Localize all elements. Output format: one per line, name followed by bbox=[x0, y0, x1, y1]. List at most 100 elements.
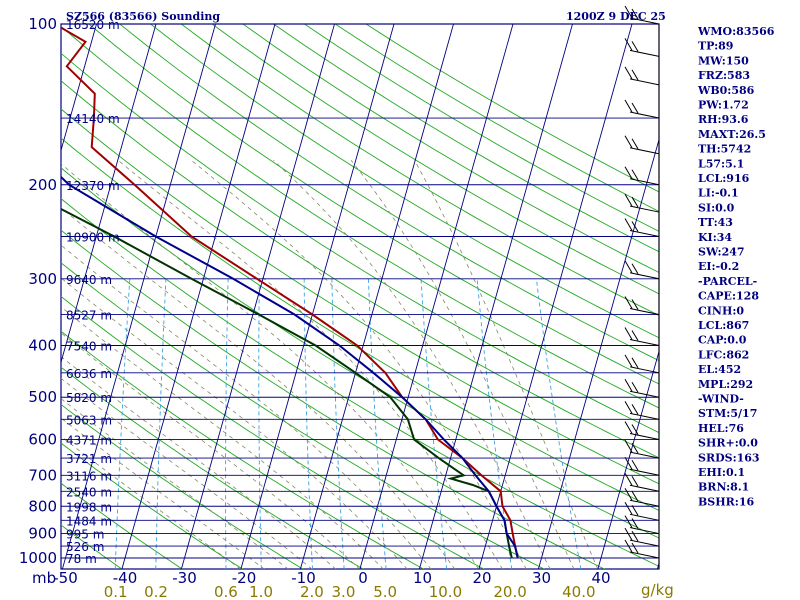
pressure-label: 400 bbox=[28, 337, 57, 355]
wind-barb bbox=[624, 502, 660, 521]
barb-feather bbox=[624, 260, 633, 274]
index-item: KI:34 bbox=[698, 231, 732, 244]
moist-adiabat bbox=[61, 306, 384, 569]
barb-shaft bbox=[629, 468, 660, 476]
mixing-ratio-label: 0.2 bbox=[144, 583, 168, 600]
barb-shaft bbox=[629, 308, 660, 316]
barb-feather bbox=[631, 490, 639, 502]
barb-feather bbox=[624, 66, 633, 80]
index-item: EHI:0.1 bbox=[698, 466, 745, 479]
mixing-ratio-lines bbox=[114, 278, 582, 569]
isotherm-line bbox=[61, 24, 97, 153]
height-label: 1484 m bbox=[66, 514, 112, 528]
dry-adiabat bbox=[61, 80, 659, 459]
mixing-ratio-unit: g/kg bbox=[641, 581, 674, 599]
wind-barb bbox=[624, 421, 660, 441]
index-item: BSHR:16 bbox=[698, 495, 754, 508]
barb-shaft bbox=[629, 78, 660, 86]
temperature-label: 0 bbox=[358, 569, 368, 587]
barb-shaft bbox=[629, 551, 660, 559]
pressure-label: 1000 bbox=[19, 549, 57, 567]
temperature-label: -30 bbox=[172, 569, 197, 587]
height-label: 5063 m bbox=[66, 413, 112, 427]
barb-shaft bbox=[629, 339, 660, 346]
pressure-label: 200 bbox=[28, 176, 57, 194]
isotherm-line bbox=[240, 24, 395, 569]
barb-feather bbox=[631, 505, 639, 516]
isotherm-line bbox=[359, 24, 514, 569]
temperature-label: 40 bbox=[591, 569, 610, 587]
dry-adiabat bbox=[61, 366, 364, 569]
wind-barb bbox=[624, 473, 660, 492]
index-item: SI:0.0 bbox=[698, 201, 735, 214]
height-labels: 16520 m 14140 m 12370 m 10900 m 9640 m 8527 m… bbox=[66, 18, 120, 566]
pressure-label: 500 bbox=[28, 388, 57, 406]
mixing-ratio-line bbox=[114, 278, 131, 569]
barb-feather bbox=[624, 193, 633, 207]
temperature-label: -10 bbox=[291, 569, 316, 587]
isotherm-line bbox=[478, 24, 633, 569]
dry-adiabat bbox=[61, 52, 659, 434]
index-item: TT:43 bbox=[698, 216, 733, 229]
mixing-ratio-label: 3.0 bbox=[332, 583, 356, 600]
barb-feather bbox=[624, 296, 633, 309]
barb-shaft bbox=[629, 527, 660, 535]
wind-barb bbox=[624, 487, 660, 507]
sounding-series-0 bbox=[61, 26, 519, 559]
height-label: 3116 m bbox=[66, 469, 112, 483]
mixing-ratio-label: 5.0 bbox=[373, 583, 397, 600]
barb-feather bbox=[624, 421, 633, 434]
mixing-ratio-label: 10.0 bbox=[429, 583, 462, 600]
barb-feather bbox=[631, 518, 639, 529]
barb-shaft bbox=[629, 499, 660, 507]
height-label: 9640 m bbox=[66, 273, 112, 287]
barb-feather bbox=[624, 457, 633, 470]
wind-barb bbox=[624, 66, 660, 86]
wind-barb bbox=[624, 401, 660, 420]
barb-shaft bbox=[629, 513, 660, 521]
isotherm-line bbox=[180, 24, 335, 569]
dry-adiabat bbox=[150, 24, 659, 339]
index-item: EL:452 bbox=[698, 363, 741, 376]
barb-feather bbox=[624, 515, 633, 528]
dry-adiabat bbox=[181, 24, 659, 317]
barb-shaft bbox=[629, 451, 660, 459]
wind-barb bbox=[624, 166, 660, 186]
height-label: 14140 m bbox=[66, 112, 120, 126]
index-item: PW:1.72 bbox=[698, 99, 749, 112]
index-item: SW:247 bbox=[698, 246, 745, 259]
wind-barb bbox=[624, 296, 660, 316]
isotherm-line bbox=[61, 24, 216, 569]
pressure-label: 300 bbox=[28, 270, 57, 288]
mixing-ratio-label: 20.0 bbox=[493, 583, 526, 600]
isotherm-line bbox=[537, 138, 659, 569]
index-item: BRN:8.1 bbox=[698, 481, 749, 494]
isotherm-line bbox=[597, 349, 659, 569]
index-item: MPL:292 bbox=[698, 378, 753, 391]
barb-feather bbox=[624, 473, 633, 486]
mixing-ratio-label: 1.0 bbox=[249, 583, 273, 600]
barb-feather bbox=[624, 99, 633, 113]
pressure-label: 900 bbox=[28, 525, 57, 543]
wind-barb bbox=[624, 539, 660, 559]
barb-feather bbox=[631, 357, 639, 369]
moist-adiabat bbox=[61, 163, 480, 569]
pressure-label: 800 bbox=[28, 497, 57, 515]
index-item: MAXT:26.5 bbox=[698, 128, 766, 141]
dry-adiabat bbox=[61, 137, 659, 511]
moist-adiabat bbox=[61, 398, 289, 569]
barb-feather bbox=[624, 166, 633, 180]
pressure-axis-labels: 100 200 300 400 500 600 700 800 900 1000 bbox=[19, 15, 57, 567]
dry-adiabat bbox=[211, 24, 659, 295]
index-item: CAP:0.0 bbox=[698, 334, 747, 347]
plot-area bbox=[60, 23, 660, 570]
height-label: 4371 m bbox=[66, 434, 112, 448]
barb-shaft bbox=[629, 178, 660, 186]
barb-feather bbox=[631, 542, 639, 554]
index-item: SRDS:163 bbox=[698, 451, 760, 464]
pressure-label: 700 bbox=[28, 466, 57, 484]
station-title: SZ566 (83566) Sounding bbox=[66, 10, 220, 23]
barb-feather bbox=[631, 530, 639, 542]
barb-feather bbox=[631, 404, 639, 415]
